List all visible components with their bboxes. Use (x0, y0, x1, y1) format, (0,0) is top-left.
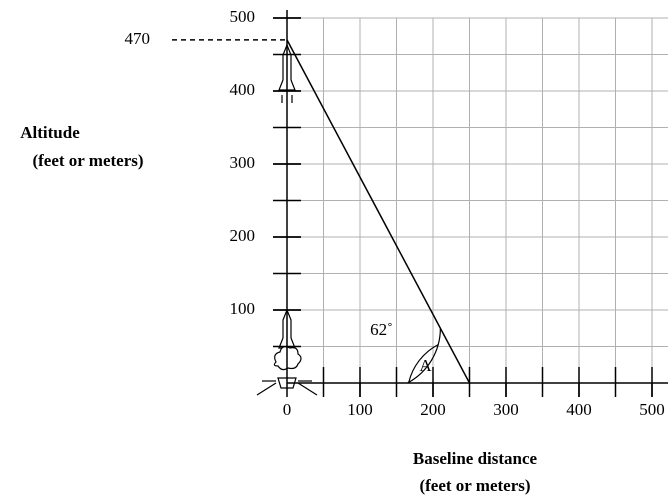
y-tick-label: 100 (230, 299, 256, 318)
angle-arc (408, 344, 439, 384)
angle-arc (407, 328, 441, 384)
y-axis-label: (feet or meters) (32, 151, 143, 170)
y-tick-label: 300 (230, 153, 256, 172)
value-label: 470 (125, 29, 151, 48)
angle-label: 62˚ (370, 320, 393, 339)
x-tick-label: 200 (420, 400, 446, 419)
x-tick-label: 100 (347, 400, 373, 419)
y-axis-label: Altitude (20, 123, 80, 142)
y-tick-label: 400 (230, 80, 256, 99)
y-tick-label: 200 (230, 226, 256, 245)
y-tick-label: 500 (230, 7, 256, 26)
x-tick-label: 0 (283, 400, 292, 419)
angle-name: A (419, 356, 432, 375)
line (286, 39, 471, 384)
x-tick-label: 500 (639, 400, 665, 419)
x-tick-label: 300 (493, 400, 519, 419)
x-axis-label: (feet or meters) (419, 476, 530, 495)
x-tick-label: 400 (566, 400, 592, 419)
x-axis-label: Baseline distance (413, 449, 538, 468)
